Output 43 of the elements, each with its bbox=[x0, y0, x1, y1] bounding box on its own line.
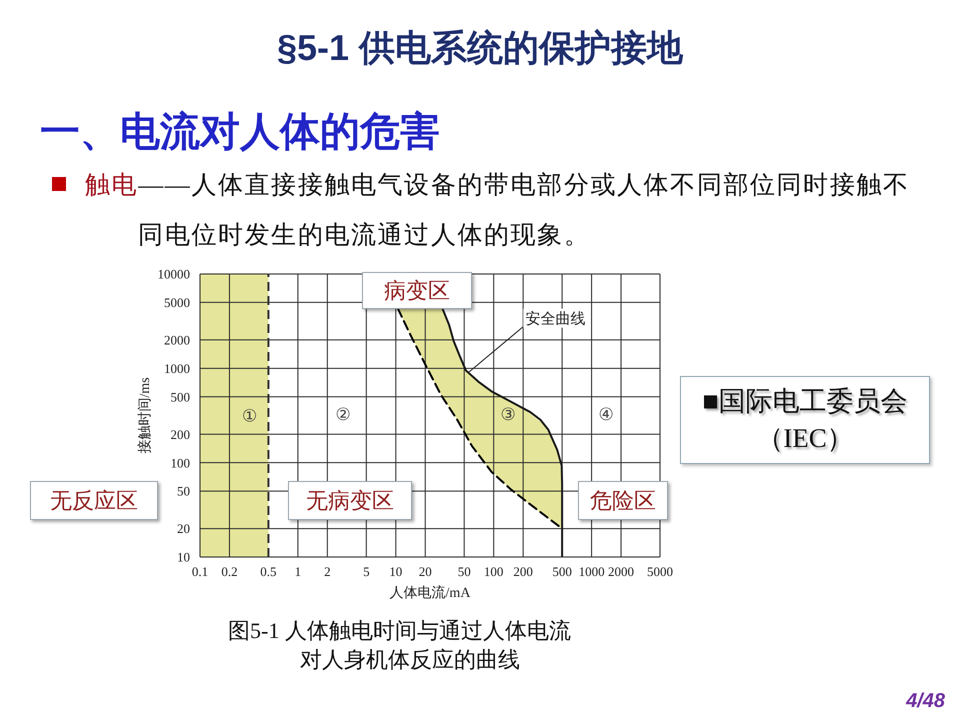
annotation: ④ bbox=[598, 405, 614, 424]
annotation: 危险区 bbox=[590, 486, 656, 514]
y-tick-label: 50 bbox=[177, 484, 190, 499]
caption: 图5-1 人体触电时间与通过人体电流对人身机体反应的曲线 bbox=[228, 618, 571, 672]
y-tick-label: 200 bbox=[170, 426, 190, 442]
band-label: ① bbox=[242, 406, 257, 425]
annotation: 无病变区 bbox=[306, 486, 394, 514]
chart-title: §5-1 供电系统的保护接地 bbox=[276, 27, 684, 68]
x-tick-label: 0.2 bbox=[221, 564, 238, 580]
x-tick-label: 5 bbox=[363, 564, 370, 580]
y-tick-label: 500 bbox=[170, 389, 190, 404]
x-tick-label: 1000 bbox=[578, 564, 605, 580]
y-tick-label: 10 bbox=[177, 550, 190, 565]
y-axis-title: 接触时间/ms bbox=[136, 377, 153, 454]
x-tick-label: 500 bbox=[552, 564, 572, 580]
y-tick-label: 5000 bbox=[164, 295, 190, 310]
x-axis-title: 人体电流/mA bbox=[390, 585, 472, 601]
x-tick-label: 20 bbox=[418, 564, 432, 580]
x-tick-label: 100 bbox=[484, 564, 504, 580]
text: ■国际电工委员会（IEC） bbox=[702, 386, 908, 453]
text: 触电 bbox=[85, 172, 138, 199]
text: 4/48 bbox=[906, 690, 945, 712]
x-tick-label: 200 bbox=[513, 564, 533, 580]
y-tick-label: 10000 bbox=[158, 266, 190, 282]
x-tick-label: 5000 bbox=[647, 564, 673, 580]
x-tick-label: 1 bbox=[294, 564, 302, 580]
chart-subtitle: 一、电流对人体的危害 bbox=[40, 110, 440, 154]
x-tick-label: 2 bbox=[324, 564, 331, 580]
x-tick-label: 0.5 bbox=[260, 564, 277, 580]
x-tick-label: 10 bbox=[389, 564, 402, 580]
y-tick-label: 20 bbox=[177, 521, 190, 536]
annotation: ③ bbox=[500, 405, 516, 424]
x-tick-label: 2000 bbox=[608, 564, 634, 580]
annotation: ② bbox=[336, 405, 350, 424]
x-tick-label: 50 bbox=[458, 564, 471, 580]
x-tick-label: 0.1 bbox=[192, 564, 208, 580]
y-tick-label: 2000 bbox=[164, 332, 190, 348]
annotation: 病变区 bbox=[384, 276, 450, 304]
annotation: 安全曲线 bbox=[525, 310, 586, 328]
text: 无反应区 bbox=[50, 486, 138, 514]
y-tick-label: 100 bbox=[170, 455, 190, 470]
text: ——人体直接接触电气设备的带电部分或人体不同部位同时接触不同电位时发生的电流通过人体的现象。 bbox=[138, 172, 910, 249]
y-tick-label: 1000 bbox=[164, 360, 190, 376]
